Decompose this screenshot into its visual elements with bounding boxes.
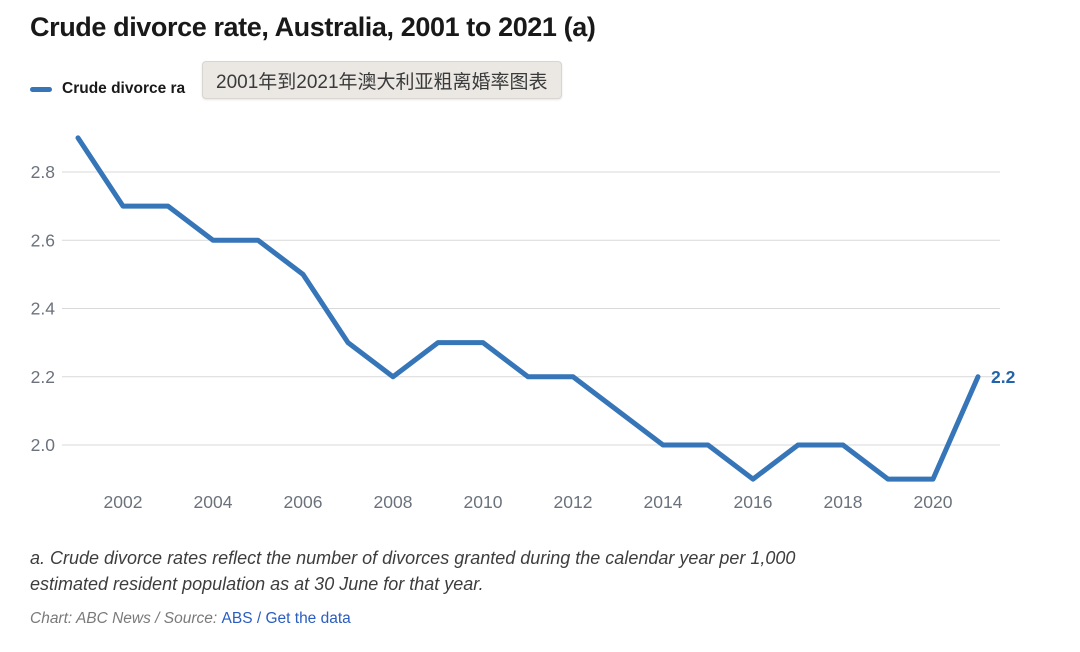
- end-value-label: 2.2: [991, 367, 1016, 387]
- x-tick-label: 2010: [464, 492, 503, 512]
- x-tick-label: 2020: [914, 492, 953, 512]
- x-tick-label: 2008: [374, 492, 413, 512]
- source-link[interactable]: ABS: [221, 610, 253, 627]
- chart-title: Crude divorce rate, Australia, 2001 to 2…: [30, 12, 596, 42]
- legend-label: Crude divorce ra: [62, 80, 186, 97]
- divorce-rate-line: [75, 135, 981, 482]
- x-tick-label: 2004: [194, 492, 233, 512]
- y-tick-label: 2.6: [31, 230, 55, 250]
- translation-tooltip: 2001年到2021年澳大利亚粗离婚率图表: [202, 61, 562, 99]
- footnote-line: estimated resident population as at 30 J…: [30, 573, 484, 594]
- credit-line: Chart: ABC News / Source: ABS / Get the …: [30, 610, 351, 628]
- credit-text: Chart: ABC News / Source:: [30, 610, 222, 627]
- y-tick-label: 2.0: [31, 435, 56, 455]
- y-tick-label: 2.8: [31, 162, 55, 182]
- get-data-link[interactable]: Get the data: [265, 610, 351, 627]
- y-tick-label: 2.2: [31, 367, 55, 387]
- x-tick-label: 2018: [824, 492, 863, 512]
- footnote-line: a. Crude divorce rates reflect the numbe…: [30, 548, 796, 568]
- legend-line-swatch: [30, 86, 52, 92]
- x-tick-label: 2014: [644, 492, 683, 512]
- footnote: a. Crude divorce rates reflect the numbe…: [30, 546, 1030, 597]
- credit-separator: /: [252, 610, 266, 627]
- x-tick-label: 2012: [554, 492, 593, 512]
- x-tick-label: 2006: [284, 492, 323, 512]
- legend: Crude divorce ra: [30, 80, 185, 98]
- y-tick-label: 2.4: [31, 299, 56, 319]
- x-tick-label: 2016: [734, 492, 773, 512]
- x-tick-label: 2002: [104, 492, 143, 512]
